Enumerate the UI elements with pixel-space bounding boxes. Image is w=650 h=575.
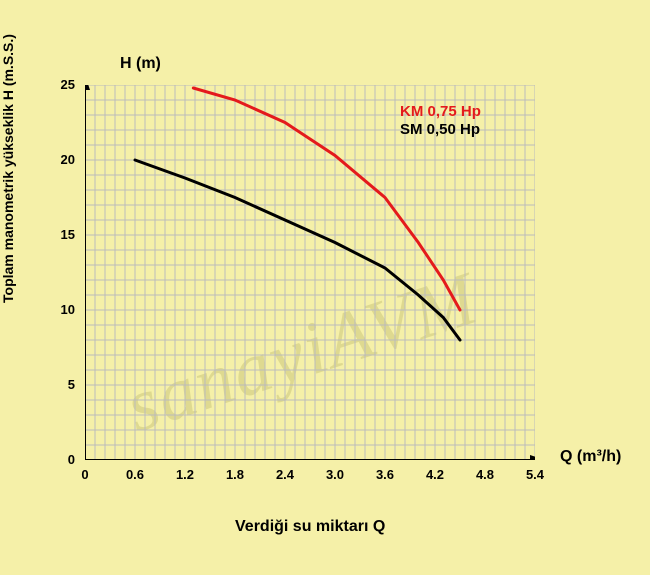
- y-tick: 20: [45, 152, 75, 167]
- x-tick: 0: [70, 467, 100, 482]
- x-tick: 1.8: [220, 467, 250, 482]
- x-tick: 2.4: [270, 467, 300, 482]
- chart-svg: [85, 85, 535, 460]
- x-tick: 0.6: [120, 467, 150, 482]
- h-unit-label: H (m): [120, 55, 161, 73]
- x-tick: 4.2: [420, 467, 450, 482]
- y-tick: 0: [45, 452, 75, 467]
- q-unit-label: Q (m³/h): [560, 448, 621, 466]
- plot-area: KM 0,75 Hp SM 0,50 Hp 0510152025 00.61.2…: [85, 85, 535, 460]
- x-tick: 5.4: [520, 467, 550, 482]
- y-tick: 10: [45, 302, 75, 317]
- x-axis-title: Verdiği su miktarı Q: [235, 518, 385, 536]
- y-tick: 15: [45, 227, 75, 242]
- x-tick: 3.0: [320, 467, 350, 482]
- legend-sm: SM 0,50 Hp: [400, 121, 480, 138]
- y-tick: 5: [45, 377, 75, 392]
- y-tick: 25: [45, 77, 75, 92]
- x-tick: 3.6: [370, 467, 400, 482]
- x-tick: 1.2: [170, 467, 200, 482]
- x-tick: 4.8: [470, 467, 500, 482]
- legend-km: KM 0,75 Hp: [400, 103, 481, 120]
- y-axis-title: Toplam manometrik yükseklik H (m.S.S.): [0, 34, 16, 303]
